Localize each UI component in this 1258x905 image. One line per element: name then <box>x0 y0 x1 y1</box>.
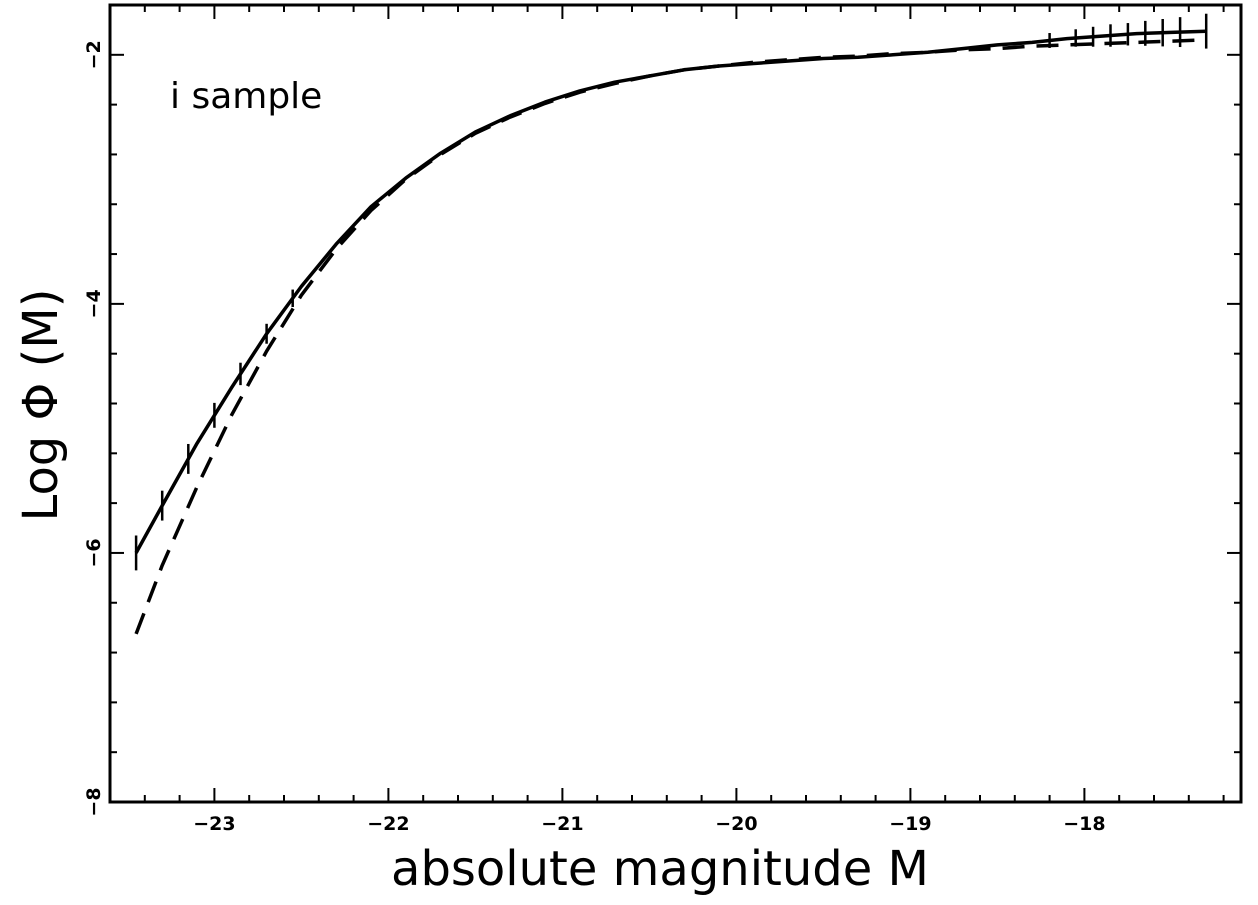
series-dashed-line <box>134 38 1207 635</box>
y-tick-label: −6 <box>83 538 105 567</box>
plot-frame <box>108 3 1243 804</box>
y-tick-label: −4 <box>83 289 105 318</box>
annotation-label: i sample <box>170 76 322 117</box>
x-tick-label: −21 <box>541 813 583 835</box>
x-tick-label: −20 <box>715 813 757 835</box>
series-layer <box>134 29 1207 635</box>
x-axis-label: absolute magnitude M <box>391 841 929 897</box>
x-tick-label: −23 <box>193 813 235 835</box>
axis-ticks <box>109 4 1241 803</box>
error-bars <box>134 13 1208 571</box>
x-tick-label: −18 <box>1063 813 1105 835</box>
x-tick-label: −22 <box>367 813 409 835</box>
axis-tick-labels: −23 −22 −21 −20 −19 −18 −2 −4 −6 −8 <box>83 40 1106 835</box>
y-tick-label: −2 <box>83 40 105 69</box>
x-tick-label: −19 <box>889 813 931 835</box>
y-tick-label: −8 <box>83 787 105 816</box>
y-axis-label: Log Φ (M) <box>13 289 69 522</box>
